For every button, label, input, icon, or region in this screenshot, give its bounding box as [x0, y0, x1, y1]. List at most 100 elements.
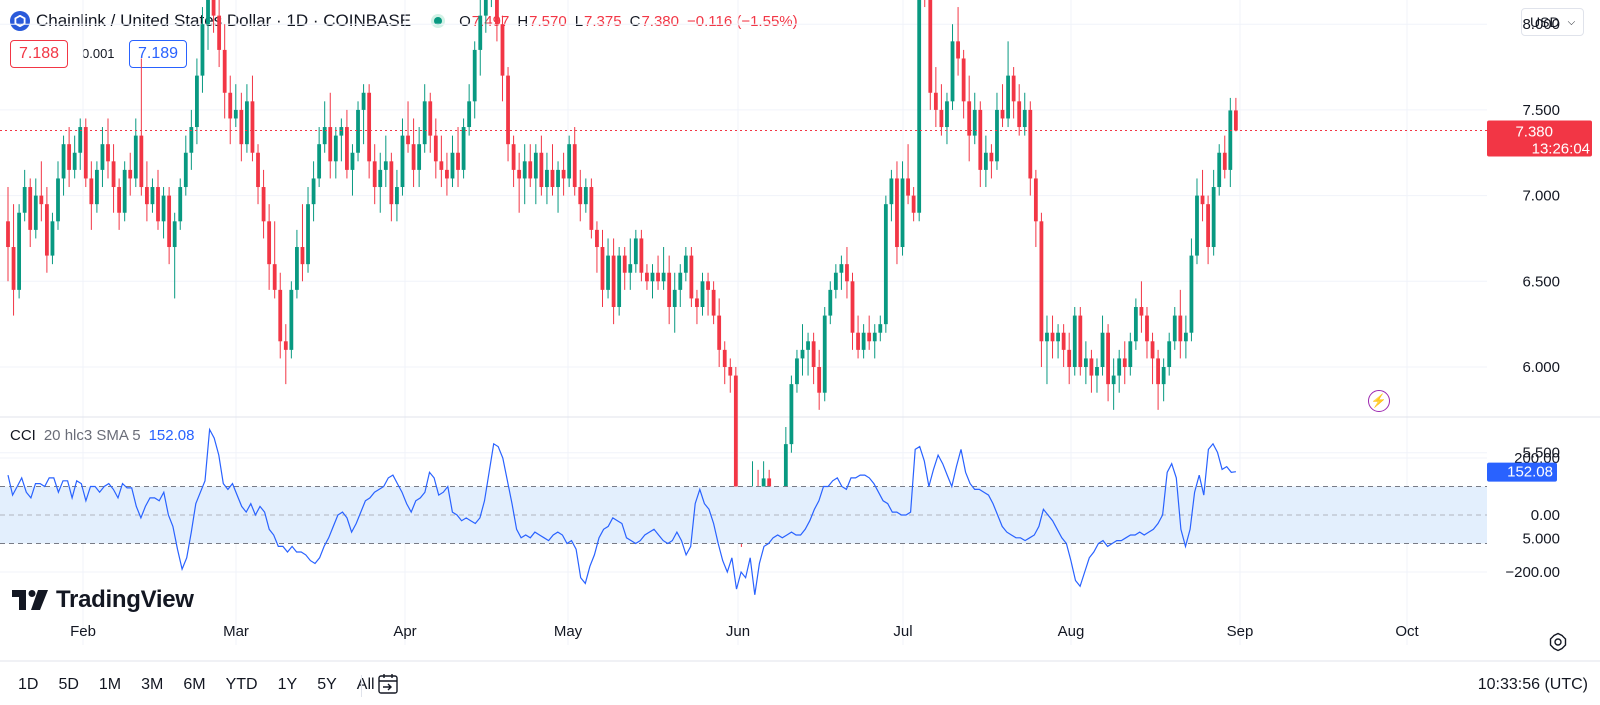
symbol-title[interactable]: Chainlink / United States Dollar · 1D · …: [36, 11, 412, 30]
candle-body: [911, 195, 916, 213]
utc-clock[interactable]: 10:33:56 (UTC): [1477, 676, 1588, 693]
range-5d-button[interactable]: 5D: [58, 676, 79, 693]
time-axis-label: Mar: [223, 623, 249, 640]
candle-body: [128, 169, 133, 179]
candle-body: [683, 255, 688, 273]
candle-body: [1228, 110, 1233, 170]
buy-price-button[interactable]: 7.189: [129, 40, 188, 68]
range-1d-button[interactable]: 1D: [18, 676, 39, 693]
range-all-button[interactable]: All: [356, 676, 375, 693]
candle-body: [1106, 332, 1110, 385]
candle-body: [661, 272, 666, 282]
chainlink-icon: [10, 11, 30, 31]
candle-body: [995, 109, 999, 162]
candle-body: [1150, 341, 1155, 359]
countdown-label: 13:26:04: [1532, 140, 1590, 157]
settings-icon[interactable]: [1548, 632, 1568, 652]
candle-body: [656, 272, 660, 282]
candle-body: [78, 127, 83, 153]
candle-body: [1217, 152, 1222, 188]
candle-body: [478, 15, 483, 50]
candle-body: [406, 135, 410, 145]
candle-body: [1050, 332, 1055, 342]
sell-price-button[interactable]: 7.188: [10, 40, 69, 68]
tradingview-logo-icon: [12, 590, 48, 610]
candle-body: [433, 135, 438, 162]
price-axis-label: 7.500: [1522, 102, 1560, 119]
range-1m-button[interactable]: 1M: [98, 676, 122, 693]
time-axis-label: May: [554, 623, 583, 640]
time-axis-label: Sep: [1227, 623, 1254, 640]
time-axis-label: Apr: [393, 623, 416, 640]
candle-body: [861, 332, 866, 350]
range-6m-button[interactable]: 6M: [183, 676, 206, 693]
candle-body: [145, 187, 149, 205]
candle-body: [1017, 101, 1022, 128]
candle-body: [806, 341, 810, 350]
candle-body: [800, 349, 805, 359]
candle-body: [106, 144, 110, 162]
candle-body: [1139, 307, 1144, 316]
candle-body: [1061, 332, 1066, 350]
currency-dropdown[interactable]: USD ⌵: [1521, 8, 1584, 36]
candle-body: [161, 195, 166, 222]
candle-body: [645, 272, 649, 282]
candle-body: [917, 0, 922, 213]
candle-body: [44, 204, 49, 256]
candle-body: [1133, 307, 1138, 342]
candle-body: [817, 367, 822, 393]
chart-canvas[interactable]: 8.5008.0007.5007.0006.5006.0005.5005.000…: [0, 0, 1600, 665]
candle-body: [217, 15, 222, 50]
candle-body: [50, 221, 55, 256]
candle-body: [711, 289, 716, 316]
candle-body: [133, 135, 138, 179]
candle-body: [678, 272, 683, 290]
candle-body: [28, 187, 33, 230]
tradingview-logo[interactable]: TradingView: [12, 586, 194, 614]
candle-body: [311, 178, 316, 205]
chart-header: Chainlink / United States Dollar · 1D · …: [10, 8, 798, 34]
candle-body: [722, 349, 727, 367]
range-5y-button[interactable]: 5Y: [317, 676, 337, 693]
ohlc-open-key: O: [459, 12, 471, 30]
candle-body: [233, 109, 238, 119]
candle-body: [283, 341, 288, 350]
candle-body: [372, 161, 377, 188]
range-ytd-button[interactable]: YTD: [225, 676, 258, 693]
candle-body: [639, 238, 644, 273]
candle-body: [89, 178, 94, 205]
candle-body: [450, 152, 455, 179]
candle-body: [100, 144, 105, 170]
price-axis-label: 5.000: [1522, 530, 1560, 547]
time-axis-label: Jun: [726, 623, 750, 640]
candle-body: [533, 152, 538, 179]
candle-body: [1045, 332, 1049, 342]
candle-body: [822, 315, 827, 393]
candle-body: [33, 195, 38, 230]
lightning-icon[interactable]: ⚡: [1368, 390, 1390, 412]
calendar-icon[interactable]: [375, 671, 401, 697]
candle-body: [856, 332, 860, 350]
candle-body: [939, 109, 944, 128]
candle-body: [189, 127, 194, 153]
candle-body: [989, 152, 994, 162]
candle-body: [195, 75, 199, 128]
candle-body: [1206, 204, 1210, 248]
candle-body: [522, 161, 527, 179]
candle-body: [1089, 358, 1094, 376]
brand-name: TradingView: [56, 586, 194, 613]
candle-body: [461, 127, 466, 170]
candle-body: [978, 109, 983, 170]
candle-body: [1056, 332, 1060, 342]
candle-body: [700, 281, 705, 308]
candle-body: [389, 161, 394, 205]
candle-body: [222, 49, 227, 93]
candle-body: [417, 144, 422, 170]
range-1y-button[interactable]: 1Y: [277, 676, 298, 693]
candle-body: [156, 187, 160, 222]
range-3m-button[interactable]: 3M: [141, 676, 164, 693]
cci-legend[interactable]: CCI 20 hlc3 SMA 5 152.08: [10, 427, 194, 444]
candle-body: [439, 161, 444, 170]
last-price-tag: [1487, 120, 1592, 157]
time-axis-label: Aug: [1058, 623, 1085, 640]
